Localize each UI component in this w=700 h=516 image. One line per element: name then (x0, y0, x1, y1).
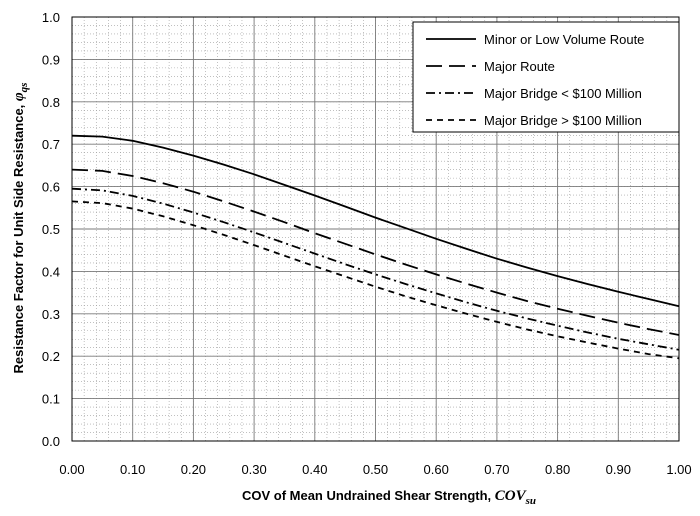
y-tick-label: 0.8 (42, 95, 60, 110)
y-axis-title: Resistance Factor for Unit Side Resistan… (11, 83, 30, 374)
x-axis-title-text: COV of Mean Undrained Shear Strength, (242, 488, 495, 503)
x-tick-label: 0.10 (120, 462, 145, 477)
x-tick-label: 0.50 (363, 462, 388, 477)
y-tick-label: 1.0 (42, 10, 60, 25)
y-tick-label: 0.1 (42, 392, 60, 407)
x-tick-label: 0.40 (302, 462, 327, 477)
x-tick-label: 1.00 (666, 462, 691, 477)
legend-label-3: Major Bridge < $100 Million (484, 86, 642, 101)
series-line-4 (71, 200, 680, 360)
legend-label-4: Major Bridge > $100 Million (484, 113, 642, 128)
legend-box (412, 21, 680, 133)
y-tick-label: 0.0 (42, 434, 60, 449)
x-tick-labels: 0.00 0.10 0.20 0.30 0.40 0.50 0.60 0.70 0.80 0.90… (59, 462, 691, 477)
y-tick-label: 0.6 (42, 180, 60, 195)
x-axis-title: COV of Mean Undrained Shear Strength, CO… (242, 488, 536, 507)
x-tick-label: 0.70 (484, 462, 509, 477)
series-line-1 (71, 134, 680, 308)
x-axis-subscript: su (525, 495, 536, 507)
x-tick-label: 0.80 (545, 462, 570, 477)
y-tick-label: 0.7 (42, 137, 60, 152)
y-axis-subscript: qs (18, 83, 30, 93)
plot-frame (71, 16, 680, 442)
y-tick-label: 0.2 (42, 349, 60, 364)
x-tick-label: 0.60 (424, 462, 449, 477)
y-tick-label: 0.5 (42, 222, 60, 237)
y-tick-label: 0.9 (42, 52, 60, 67)
series-group (71, 134, 680, 360)
x-axis-symbol: COV (495, 488, 528, 504)
x-tick-label: 0.00 (59, 462, 84, 477)
legend-label-1: Minor or Low Volume Route (484, 32, 644, 47)
x-tick-label: 0.30 (241, 462, 266, 477)
y-axis-symbol: φ (11, 92, 27, 101)
y-tick-labels: 0.0 0.1 0.2 0.3 0.4 0.5 0.6 0.7 0.8 0.9 1.0 (42, 10, 60, 449)
series-line-2 (71, 168, 680, 336)
series-line-3 (71, 187, 680, 351)
legend-items: Minor or Low Volume Route Major Route Majo… (426, 32, 644, 128)
y-axis-title-text: Resistance Factor for Unit Side Resistan… (11, 101, 26, 373)
legend-label-2: Major Route (484, 59, 555, 74)
legend: Minor or Low Volume Route Major Route Majo… (412, 21, 680, 133)
y-tick-label: 0.4 (42, 264, 60, 279)
x-tick-label: 0.20 (181, 462, 206, 477)
y-tick-label: 0.3 (42, 307, 60, 322)
x-tick-label: 0.90 (606, 462, 631, 477)
